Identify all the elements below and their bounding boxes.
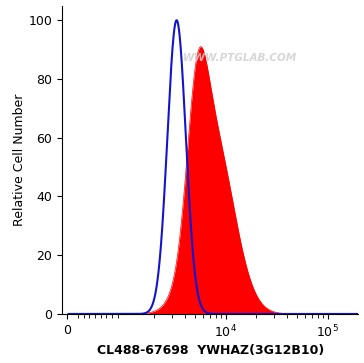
Text: WWW.PTGLAB.COM: WWW.PTGLAB.COM bbox=[183, 53, 297, 63]
X-axis label: CL488-67698  YWHAZ(3G12B10): CL488-67698 YWHAZ(3G12B10) bbox=[97, 344, 324, 358]
Y-axis label: Relative Cell Number: Relative Cell Number bbox=[13, 94, 26, 226]
